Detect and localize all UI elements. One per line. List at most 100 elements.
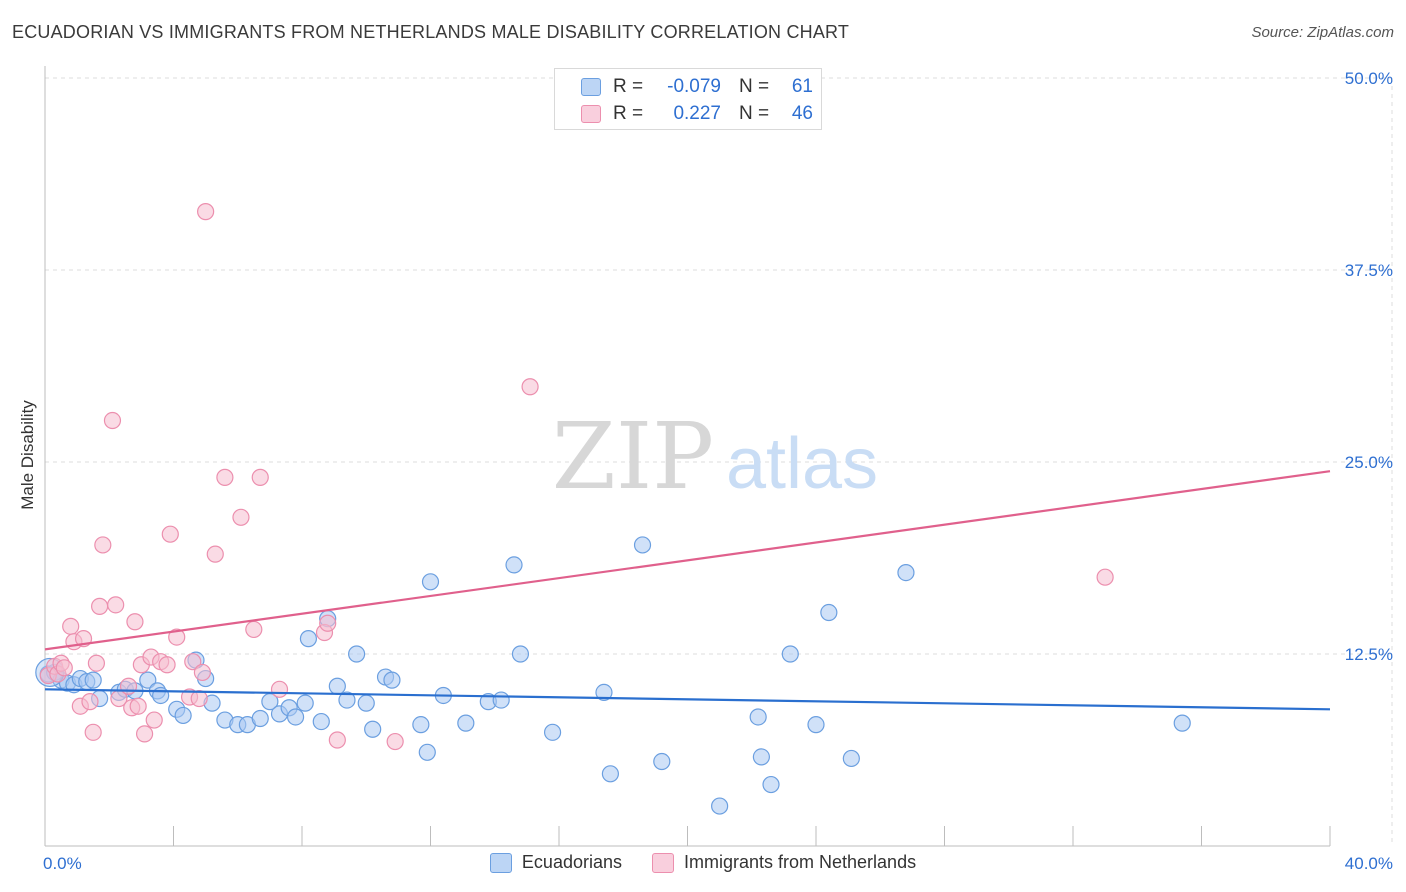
data-point-ecuadorians <box>807 716 825 734</box>
data-point-ecuadorians <box>633 536 652 554</box>
data-point-ecuadorians <box>752 748 770 766</box>
data-point-netherlands <box>245 620 263 639</box>
series-legend: Ecuadorians Immigrants from Netherlands <box>0 852 1406 873</box>
trend-lines <box>44 470 1331 711</box>
data-point-ecuadorians <box>457 714 475 732</box>
data-point-netherlands <box>84 723 102 741</box>
stats-legend: R = -0.079 N = 61 R = 0.227 N = 46 <box>554 68 822 130</box>
data-point-ecuadorians <box>543 723 562 741</box>
data-point-netherlands <box>193 663 212 682</box>
legend-n-value: 61 <box>791 76 813 97</box>
legend-item-netherlands[interactable]: Immigrants from Netherlands <box>652 852 916 873</box>
legend-r-value: 0.227 <box>673 103 721 124</box>
data-point-netherlands <box>270 680 289 698</box>
data-point-netherlands <box>206 545 224 563</box>
legend-swatch-pink <box>652 852 674 873</box>
source-label: Source: ZipAtlas.com <box>1251 24 1394 41</box>
data-point-ecuadorians <box>299 630 318 648</box>
data-point-ecuadorians <box>511 645 530 663</box>
data-point-netherlands <box>328 731 346 749</box>
data-point-ecuadorians <box>357 694 375 712</box>
data-point-netherlands <box>135 725 154 743</box>
data-point-ecuadorians <box>505 556 523 574</box>
data-point-ecuadorians <box>139 671 157 689</box>
legend-r-label: R = <box>613 103 644 124</box>
data-point-netherlands <box>190 689 208 708</box>
trend-line-netherlands <box>44 470 1331 651</box>
data-point-ecuadorians <box>762 775 780 794</box>
data-point-ecuadorians <box>364 720 382 738</box>
data-point-ecuadorians <box>492 691 510 709</box>
data-point-netherlands <box>168 628 186 646</box>
data-point-ecuadorians <box>842 749 860 768</box>
data-point-netherlands <box>107 596 125 614</box>
legend-row-ecuadorians: R = -0.079 N = 61 <box>581 75 813 99</box>
y-tick-label: 12.5% <box>1345 645 1393 664</box>
data-point-ecuadorians <box>595 683 613 702</box>
legend-swatch-pink <box>581 105 601 123</box>
data-point-ecuadorians <box>1173 714 1191 732</box>
data-point-ecuadorians <box>653 752 671 771</box>
x-tick-label: 0.0% <box>43 854 82 873</box>
axes <box>44 66 1331 847</box>
data-point-ecuadorians <box>312 712 330 731</box>
data-point-netherlands <box>126 613 144 631</box>
data-point-ecuadorians <box>251 709 269 728</box>
data-point-ecuadorians <box>820 603 838 622</box>
data-point-netherlands <box>158 656 176 674</box>
y-tick-label: 25.0% <box>1345 453 1393 472</box>
data-point-netherlands <box>319 614 337 632</box>
data-point-netherlands <box>94 536 112 554</box>
data-point-ecuadorians <box>897 563 915 582</box>
watermark-zip: ZIP <box>552 403 714 510</box>
data-point-netherlands <box>119 677 138 695</box>
data-point-ecuadorians <box>348 645 366 663</box>
data-point-netherlands <box>145 711 163 729</box>
data-point-ecuadorians <box>418 743 436 761</box>
y-axis-label: Male Disability <box>18 400 37 510</box>
data-point-ecuadorians <box>711 797 729 815</box>
data-point-ecuadorians <box>84 671 102 689</box>
data-point-netherlands <box>81 693 99 711</box>
data-point-netherlands <box>1096 568 1114 586</box>
tick-labels: 12.5% 25.0% 37.5% 50.0% 0.0% 40.0% <box>43 69 1393 873</box>
legend-r-value: -0.079 <box>667 76 721 97</box>
data-point-netherlands <box>251 468 269 486</box>
data-point-ecuadorians <box>152 686 170 705</box>
grid-lines <box>45 77 1393 846</box>
data-point-ecuadorians <box>328 677 346 695</box>
data-point-netherlands <box>91 597 109 615</box>
data-point-netherlands <box>386 732 404 751</box>
data-point-ecuadorians <box>296 694 314 712</box>
legend-label-netherlands: Immigrants from Netherlands <box>684 852 917 872</box>
data-point-ecuadorians <box>286 708 305 726</box>
data-point-ecuadorians <box>174 706 192 725</box>
series-netherlands <box>39 203 1114 751</box>
y-tick-label: 37.5% <box>1345 261 1393 280</box>
legend-r-label: R = <box>613 76 644 97</box>
data-point-netherlands <box>197 203 215 221</box>
data-point-ecuadorians <box>383 671 401 689</box>
data-point-netherlands <box>232 508 250 526</box>
data-point-ecuadorians <box>749 708 767 726</box>
watermark: ZIP atlas <box>552 403 878 510</box>
data-point-ecuadorians <box>781 645 799 663</box>
watermark-atlas: atlas <box>726 424 878 504</box>
x-tick-label: 40.0% <box>1345 854 1393 873</box>
legend-swatch-blue <box>489 852 512 873</box>
legend-swatch-blue <box>581 78 601 96</box>
legend-row-netherlands: R = 0.227 N = 46 <box>581 102 813 126</box>
chart-title: ECUADORIAN VS IMMIGRANTS FROM NETHERLAND… <box>12 22 850 42</box>
data-point-netherlands <box>161 525 179 543</box>
data-point-ecuadorians <box>421 573 440 591</box>
legend-n-label: N = <box>739 76 770 97</box>
data-point-ecuadorians <box>601 765 620 783</box>
data-point-ecuadorians <box>338 691 356 709</box>
legend-item-ecuadorians[interactable]: Ecuadorians <box>489 852 622 873</box>
trend-line-ecuadorians <box>44 688 1331 711</box>
data-point-netherlands <box>184 653 202 671</box>
y-tick-label: 50.0% <box>1345 69 1393 88</box>
legend-label-ecuadorians: Ecuadorians <box>521 852 622 872</box>
data-point-netherlands <box>521 378 539 396</box>
